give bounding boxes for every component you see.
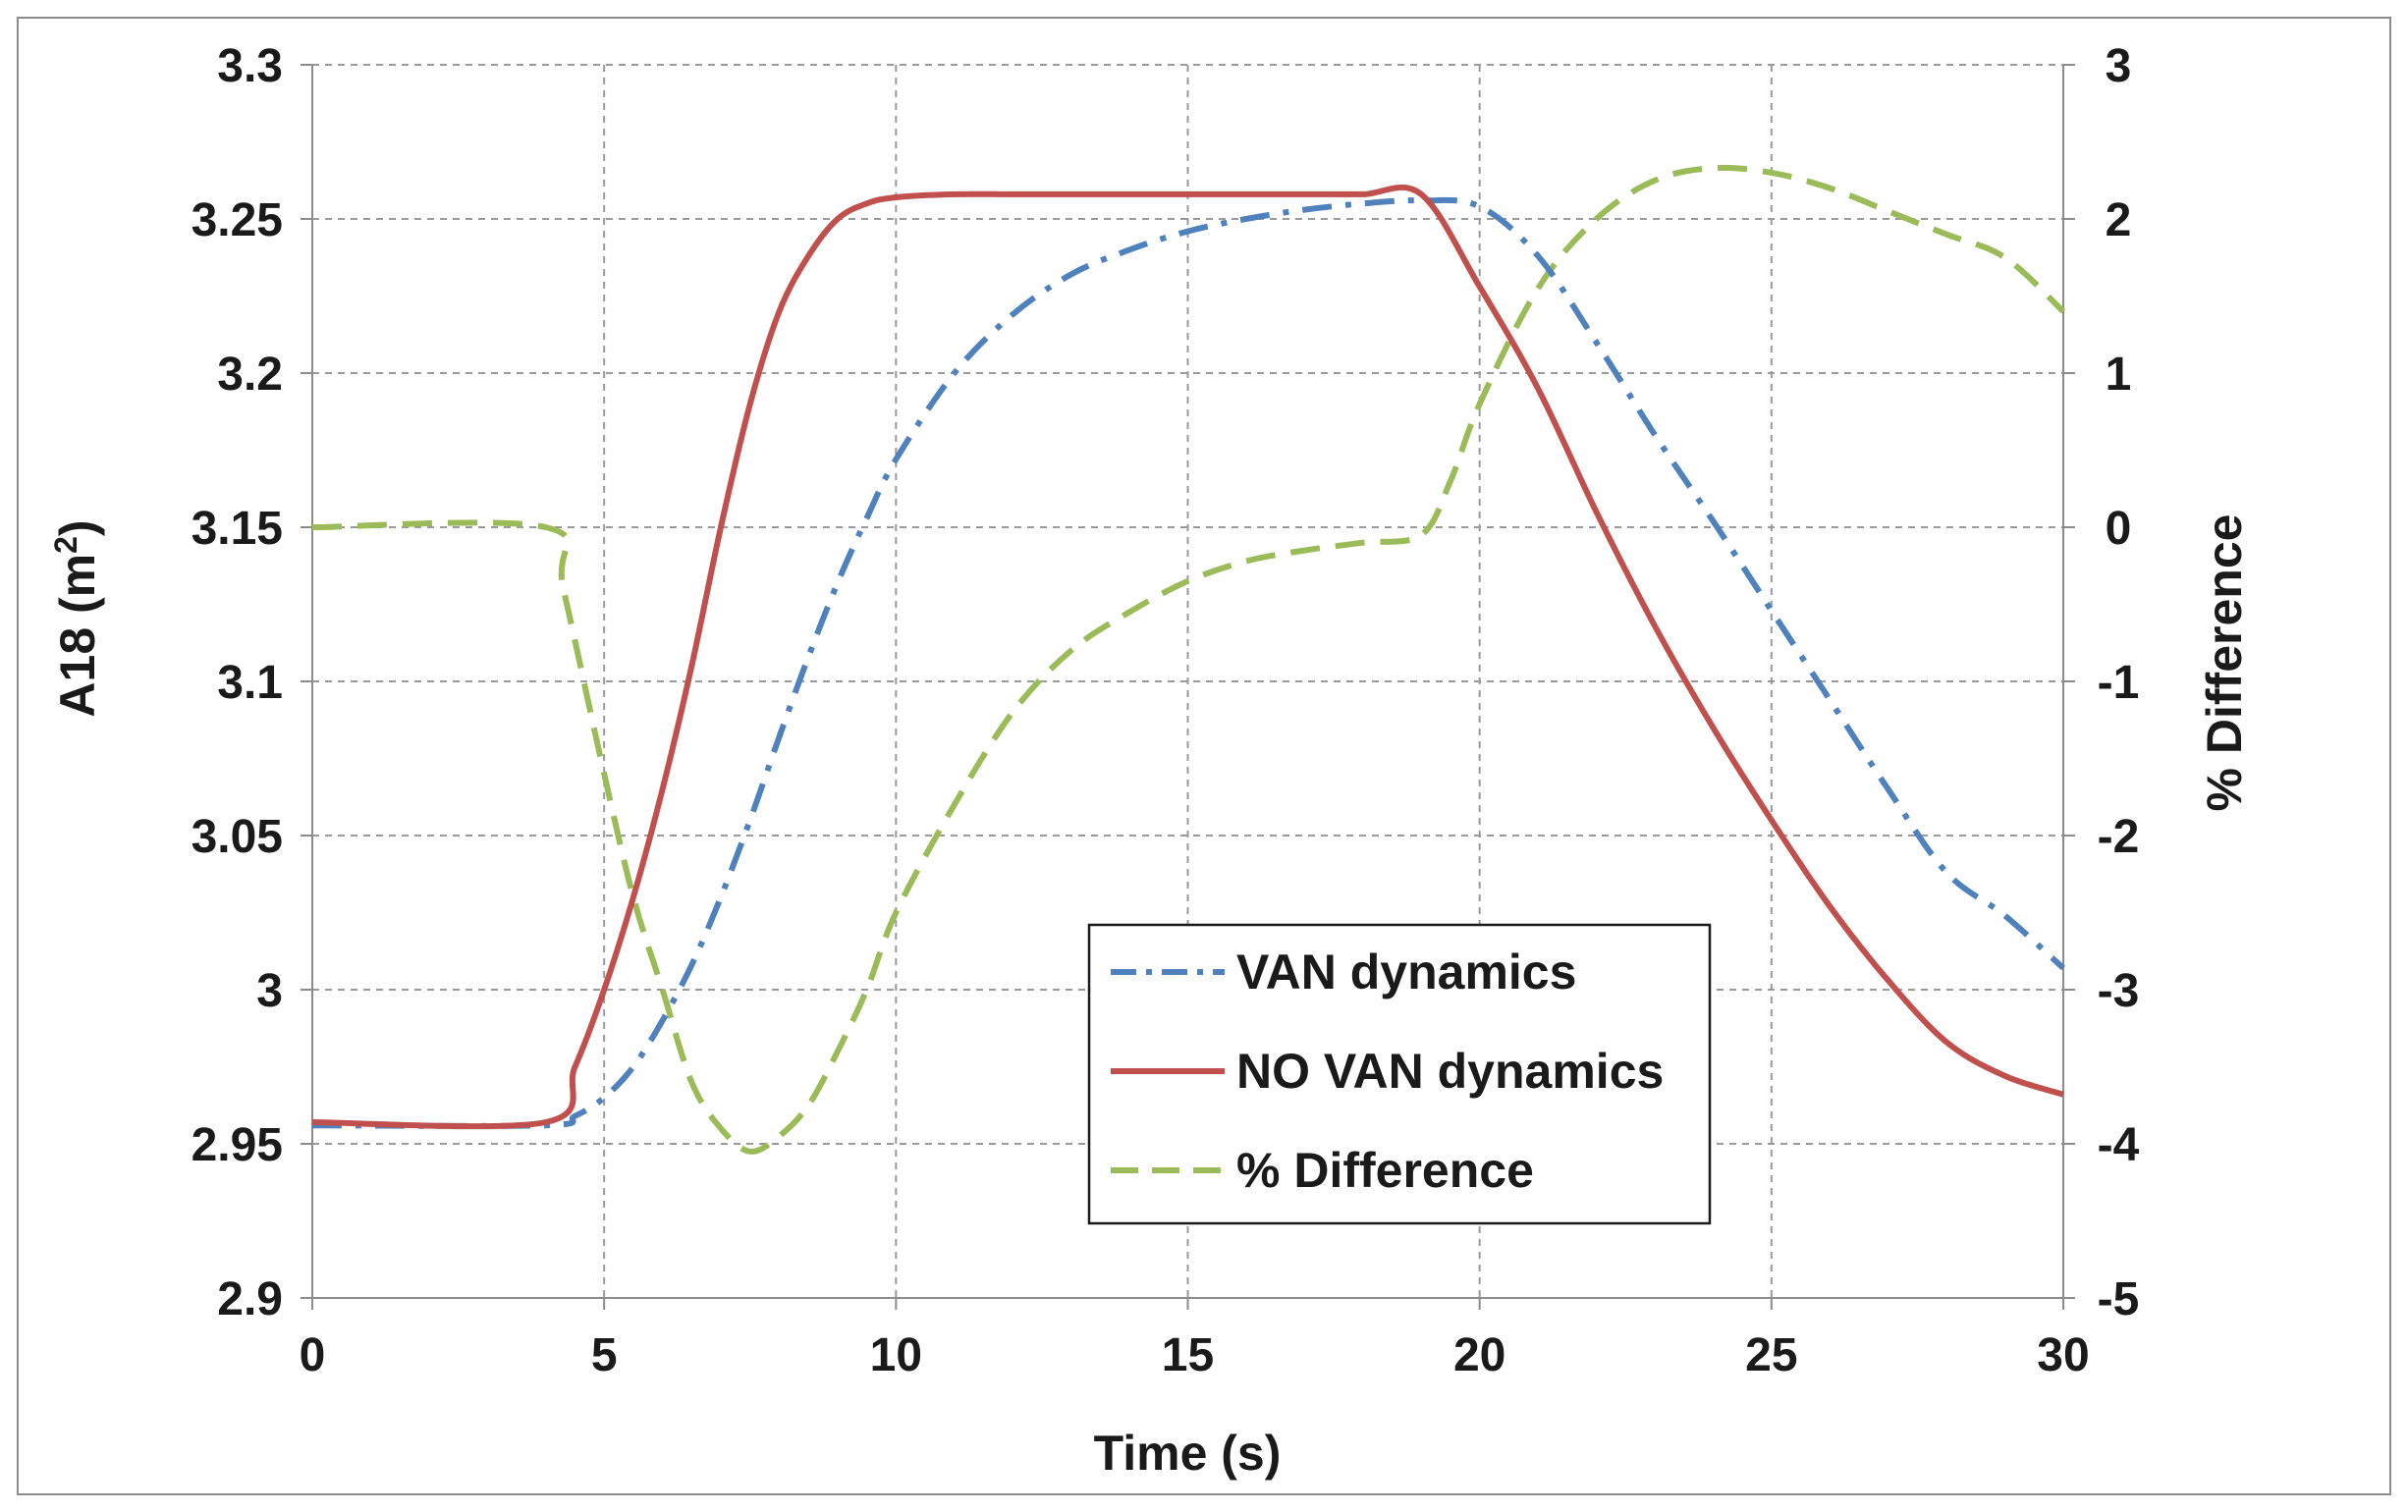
y-right-tick-label: -4 bbox=[2098, 1119, 2140, 1171]
y-left-tick-label: 3.15 bbox=[192, 503, 283, 555]
y-right-tick-label: -1 bbox=[2098, 657, 2140, 709]
legend: VAN dynamics NO VAN dynamics % Differenc… bbox=[1087, 923, 1712, 1225]
y-right-tick-label: 3 bbox=[2106, 40, 2132, 92]
series-layer bbox=[311, 164, 2066, 1155]
y-right-tick-label: -5 bbox=[2098, 1273, 2140, 1325]
y-left-axis-title-end: ) bbox=[50, 519, 105, 536]
legend-label-difference: % Difference bbox=[1236, 1143, 1534, 1198]
axis-layer: 0 5 10 15 20 25 302.92.9533.053.13.153.23.253.… bbox=[192, 40, 2140, 1381]
x-tick-label: 5 bbox=[591, 1329, 618, 1381]
x-tick-label: 30 bbox=[2037, 1329, 2089, 1381]
y-left-tick-label: 3.3 bbox=[217, 40, 283, 92]
x-tick-label: 25 bbox=[1745, 1329, 1797, 1381]
x-tick-label: 10 bbox=[870, 1329, 922, 1381]
series-line-no-van-dynamics bbox=[311, 184, 2064, 1130]
y-right-axis-title: % Difference bbox=[2197, 514, 2252, 812]
y-left-tick-label: 2.9 bbox=[217, 1273, 283, 1325]
x-tick-label: 20 bbox=[1453, 1329, 1505, 1381]
y-left-tick-label: 3.25 bbox=[192, 194, 283, 246]
y-right-tick-label: -2 bbox=[2098, 811, 2140, 863]
y-left-tick-label: 3.05 bbox=[192, 811, 283, 863]
x-tick-label: 15 bbox=[1162, 1329, 1214, 1381]
legend-label-no-van: NO VAN dynamics bbox=[1236, 1044, 1664, 1099]
chart-frame bbox=[17, 17, 2391, 1495]
y-right-tick-label: 1 bbox=[2106, 349, 2132, 401]
series-line-percent-difference bbox=[311, 164, 2066, 1155]
legend-label-van: VAN dynamics bbox=[1236, 945, 1576, 999]
y-right-tick-label: 2 bbox=[2106, 194, 2132, 246]
y-left-axis-title-main: A18 (m bbox=[50, 554, 105, 718]
x-axis-title: Time (s) bbox=[1094, 1426, 1282, 1481]
y-left-tick-label: 3 bbox=[256, 965, 283, 1017]
y-left-tick-label: 3.2 bbox=[217, 349, 283, 401]
y-left-tick-label: 3.1 bbox=[217, 657, 283, 709]
y-left-axis-title-sup: 2 bbox=[48, 536, 83, 554]
y-left-tick-label: 2.95 bbox=[192, 1119, 283, 1171]
y-right-tick-label: -3 bbox=[2098, 965, 2140, 1017]
x-tick-label: 0 bbox=[300, 1329, 326, 1381]
y-left-axis-title: A18 (m2) bbox=[48, 519, 105, 717]
y-right-tick-label: 0 bbox=[2106, 503, 2132, 555]
